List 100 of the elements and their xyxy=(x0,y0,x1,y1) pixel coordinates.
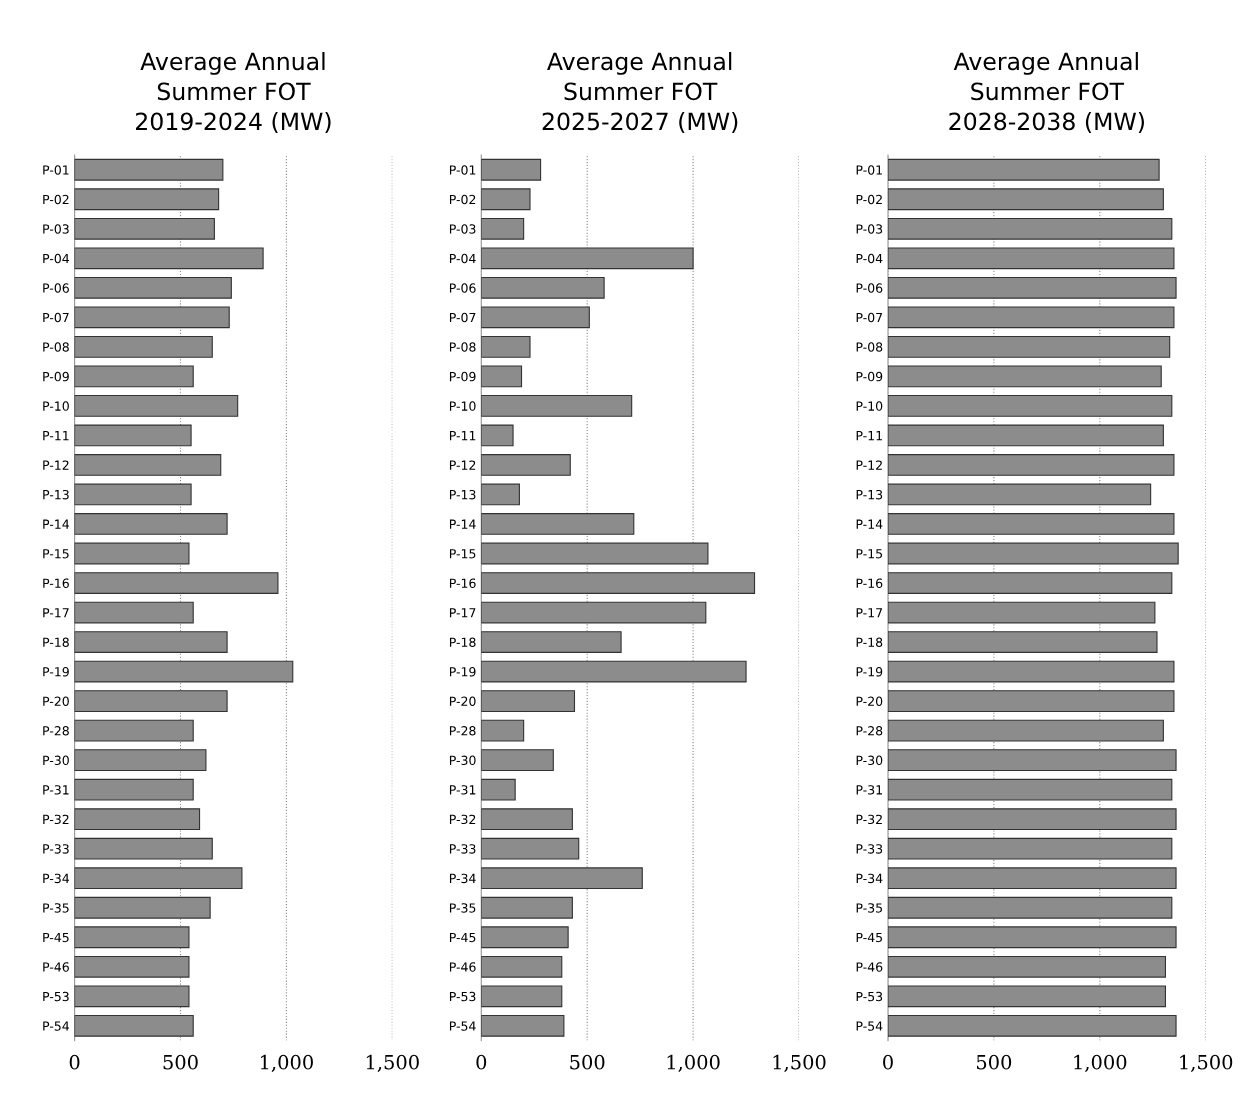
y-tick-label: P-35 xyxy=(449,903,476,913)
y-tick-label: P-07 xyxy=(856,312,883,323)
y-tick-label: P-18 xyxy=(449,637,476,647)
y-tick-label: P-18 xyxy=(43,637,69,647)
y-tick-label: P-09 xyxy=(856,371,883,382)
y-tick-label: P-30 xyxy=(449,755,476,766)
y-tick-label: P-30 xyxy=(43,755,69,766)
y-tick-label: P-53 xyxy=(449,991,476,1002)
x-tick-label: 1,000 xyxy=(667,1054,720,1072)
y-tick-label: P-28 xyxy=(449,726,476,736)
y-tick-label: P-03 xyxy=(856,224,883,234)
bar xyxy=(481,778,516,801)
y-tick-label: P-31 xyxy=(856,785,882,795)
bar xyxy=(481,719,525,742)
x-tick-label: 500 xyxy=(976,1054,1012,1070)
y-tick-label: P-08 xyxy=(856,342,883,352)
x-tick-label: 0 xyxy=(476,1054,487,1070)
y-tick-label: P-09 xyxy=(43,371,69,382)
y-tick-label: P-11 xyxy=(43,431,69,441)
bar xyxy=(481,365,523,388)
y-tick-label: P-01 xyxy=(43,165,69,175)
y-tick-label: P-12 xyxy=(449,460,476,470)
y-tick-label: P-13 xyxy=(43,489,69,500)
y-tick-label: P-08 xyxy=(43,342,69,352)
y-tick-label: P-15 xyxy=(449,549,476,559)
y-tick-label: P-16 xyxy=(43,578,69,588)
y-tick-label: P-16 xyxy=(856,578,883,588)
y-tick-label: P-04 xyxy=(856,253,883,264)
bar xyxy=(481,424,514,447)
y-tick-label: P-17 xyxy=(856,608,883,618)
y-tick-label: P-06 xyxy=(449,283,476,293)
bar xyxy=(481,188,531,211)
y-tick-label: P-07 xyxy=(43,312,69,323)
y-tick-label: P-14 xyxy=(856,519,883,529)
y-tick-label: P-31 xyxy=(449,785,476,795)
y-tick-label: P-35 xyxy=(856,903,883,913)
bar xyxy=(481,808,573,831)
x-tick-label: 1,500 xyxy=(773,1054,826,1072)
y-tick-label: P-14 xyxy=(43,519,70,529)
bar xyxy=(481,985,563,1008)
y-tick-label: P-01 xyxy=(449,165,476,175)
y-tick-label: P-46 xyxy=(856,962,883,972)
y-tick-label: P-10 xyxy=(449,401,476,411)
bar xyxy=(481,926,569,949)
y-tick-label: P-20 xyxy=(43,696,69,707)
y-tick-label: P-03 xyxy=(43,224,69,234)
y-tick-label: P-06 xyxy=(856,283,883,293)
y-tick-label: P-33 xyxy=(449,844,476,854)
y-tick-label: P-08 xyxy=(449,342,476,352)
y-tick-label: P-35 xyxy=(43,903,69,913)
y-tick-label: P-46 xyxy=(43,962,69,972)
y-tick-label: P-32 xyxy=(449,814,476,825)
y-tick-label: P-33 xyxy=(43,844,69,854)
y-tick-label: P-54 xyxy=(449,1021,476,1031)
y-tick-label: P-33 xyxy=(856,844,883,854)
chart-title: Average Annual Summer FOT 2019-2024 (MW) xyxy=(136,51,331,134)
y-tick-label: P-46 xyxy=(449,962,476,972)
y-tick-label: P-34 xyxy=(856,873,883,884)
y-tick-label: P-53 xyxy=(856,991,883,1002)
y-tick-label: P-28 xyxy=(856,726,883,736)
x-tick-label: 1,500 xyxy=(366,1054,419,1072)
y-tick-label: P-16 xyxy=(449,578,476,588)
y-tick-label: P-02 xyxy=(43,194,69,205)
y-tick-label: P-54 xyxy=(856,1021,883,1031)
bar xyxy=(481,483,520,506)
y-tick-label: P-19 xyxy=(43,667,69,677)
bar xyxy=(481,158,542,181)
y-tick-label: P-09 xyxy=(449,371,476,382)
x-tick-label: 500 xyxy=(163,1054,198,1070)
y-tick-label: P-02 xyxy=(449,194,476,205)
y-tick-label: P-13 xyxy=(856,489,883,500)
y-tick-label: P-13 xyxy=(449,489,476,500)
x-tick-label: 1,000 xyxy=(1074,1054,1127,1072)
y-tick-label: P-45 xyxy=(856,932,883,943)
chart-title: Average Annual Summer FOT 2025-2027 (MW) xyxy=(542,51,738,134)
y-tick-label: P-31 xyxy=(43,785,69,795)
x-tick-label: 500 xyxy=(570,1054,605,1070)
bar xyxy=(481,896,573,919)
y-tick-label: P-15 xyxy=(43,549,69,559)
bar xyxy=(481,454,571,476)
y-tick-label: P-32 xyxy=(43,814,69,825)
chart-title: Average Annual Summer FOT 2028-2038 (MW) xyxy=(949,51,1144,134)
bar xyxy=(481,749,554,772)
y-tick-label: P-30 xyxy=(856,755,883,766)
x-tick-label: 0 xyxy=(883,1054,893,1070)
bar xyxy=(481,217,525,240)
y-tick-label: P-32 xyxy=(856,814,882,825)
y-tick-label: P-54 xyxy=(43,1021,70,1031)
y-tick-label: P-17 xyxy=(449,608,476,618)
bar xyxy=(481,1014,565,1037)
y-tick-label: P-11 xyxy=(449,431,476,441)
y-tick-label: P-06 xyxy=(43,283,69,293)
y-tick-label: P-02 xyxy=(856,194,882,205)
y-tick-label: P-10 xyxy=(43,401,69,411)
y-tick-label: P-14 xyxy=(449,519,476,529)
y-tick-label: P-28 xyxy=(43,726,69,736)
y-tick-label: P-12 xyxy=(856,460,882,470)
y-tick-label: P-04 xyxy=(449,253,476,264)
y-tick-label: P-17 xyxy=(43,608,69,618)
y-tick-label: P-03 xyxy=(449,224,476,234)
